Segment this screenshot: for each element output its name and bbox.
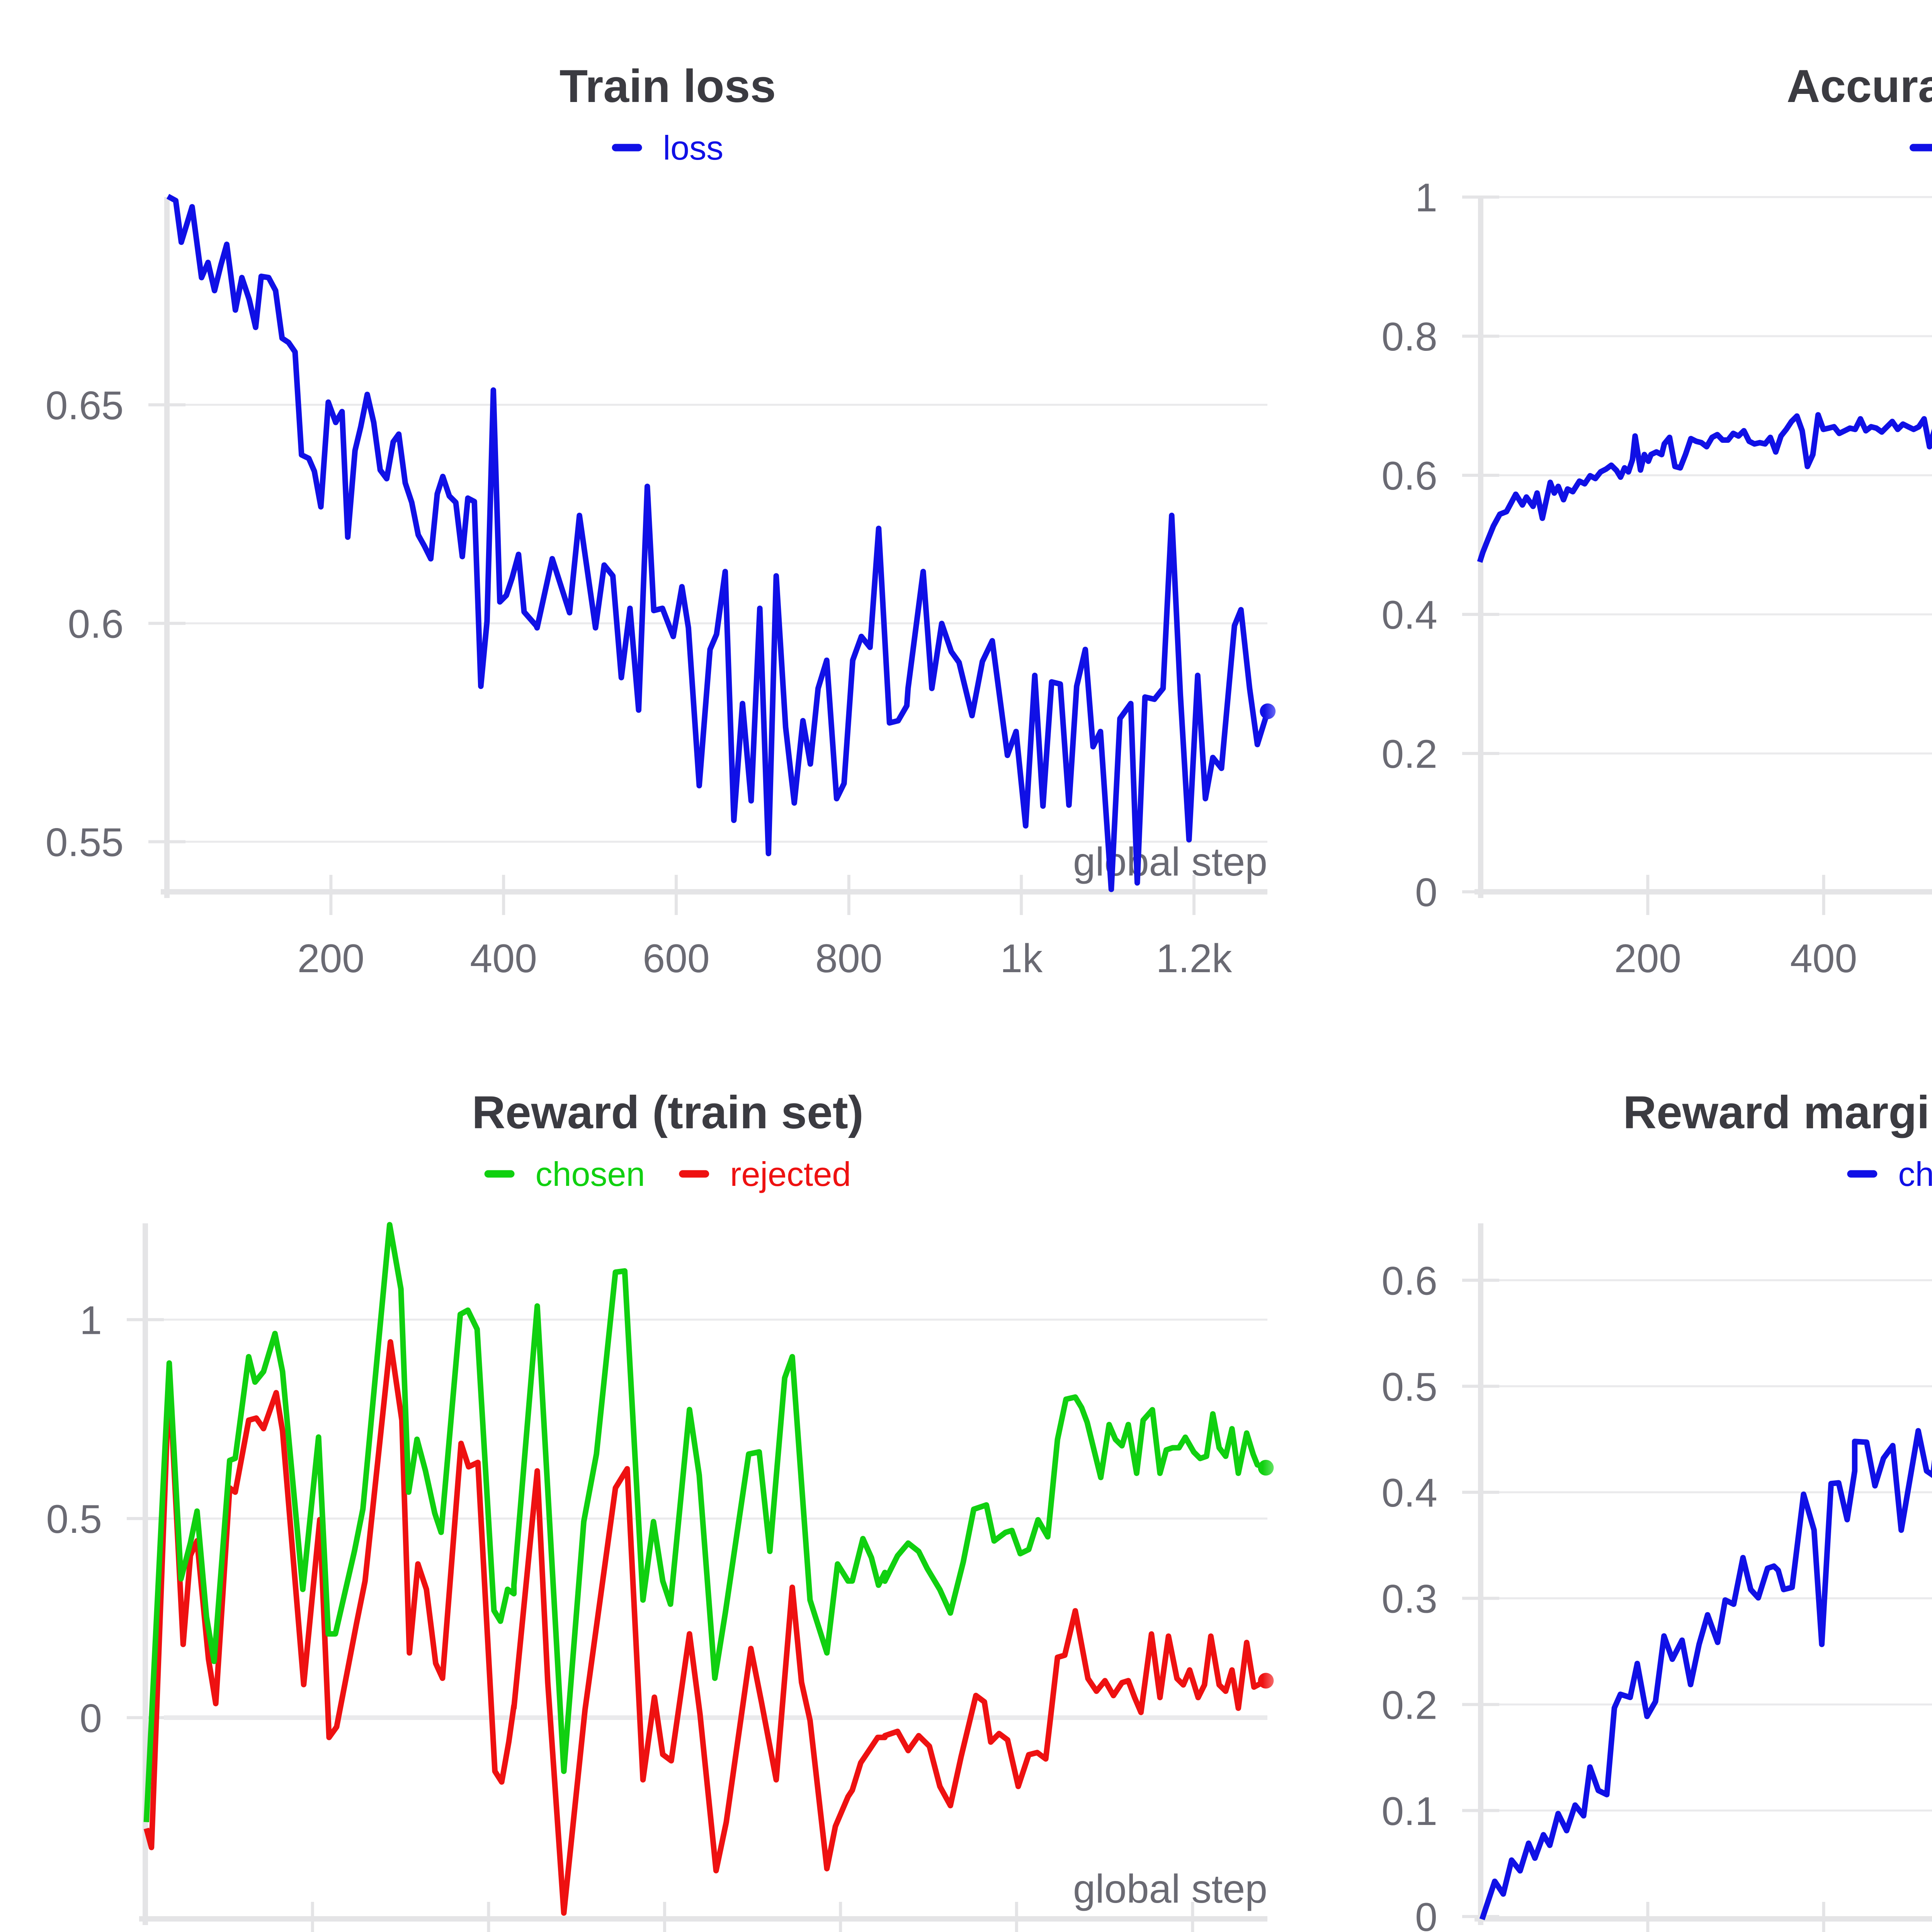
svg-text:1k: 1k [1000,936,1043,981]
svg-text:200: 200 [1614,936,1682,981]
svg-text:0.65: 0.65 [46,383,124,428]
svg-text:0: 0 [1415,870,1437,915]
svg-text:400: 400 [1790,936,1857,981]
svg-text:0.5: 0.5 [46,1497,102,1542]
svg-text:0.4: 0.4 [1381,593,1437,638]
svg-text:chosen: chosen [536,1155,645,1193]
svg-text:0.6: 0.6 [1381,1259,1437,1303]
svg-text:0.2: 0.2 [1381,732,1437,777]
svg-text:global step: global step [1073,1867,1267,1912]
svg-text:1: 1 [1415,175,1437,220]
svg-text:600: 600 [643,936,710,981]
svg-text:0.8: 0.8 [1381,315,1437,359]
svg-text:1: 1 [80,1298,102,1343]
svg-text:0.6: 0.6 [1381,454,1437,498]
svg-text:0.3: 0.3 [1381,1577,1437,1622]
svg-text:Accuracy (train set): Accuracy (train set) [1787,60,1932,112]
svg-text:loss: loss [663,129,724,167]
svg-text:0.55: 0.55 [46,820,124,865]
svg-text:800: 800 [815,936,883,981]
svg-text:0.5: 0.5 [1381,1365,1437,1410]
svg-text:0: 0 [80,1696,102,1741]
svg-text:0: 0 [1415,1895,1437,1932]
svg-text:rejected: rejected [730,1155,851,1193]
svg-text:Train loss: Train loss [560,60,776,112]
svg-text:0.4: 0.4 [1381,1471,1437,1515]
svg-text:global step: global step [1073,840,1267,884]
svg-text:0.2: 0.2 [1381,1683,1437,1728]
svg-text:Reward margin (chosen - reject: Reward margin (chosen - rejected) [1623,1087,1932,1138]
svg-text:200: 200 [298,936,365,981]
svg-text:chosen - rejected: chosen - rejected [1898,1155,1932,1193]
svg-text:1.2k: 1.2k [1156,936,1233,981]
svg-text:0.1: 0.1 [1381,1789,1437,1834]
svg-text:0.6: 0.6 [68,602,124,646]
svg-text:400: 400 [470,936,537,981]
svg-text:Reward (train set): Reward (train set) [472,1087,864,1138]
